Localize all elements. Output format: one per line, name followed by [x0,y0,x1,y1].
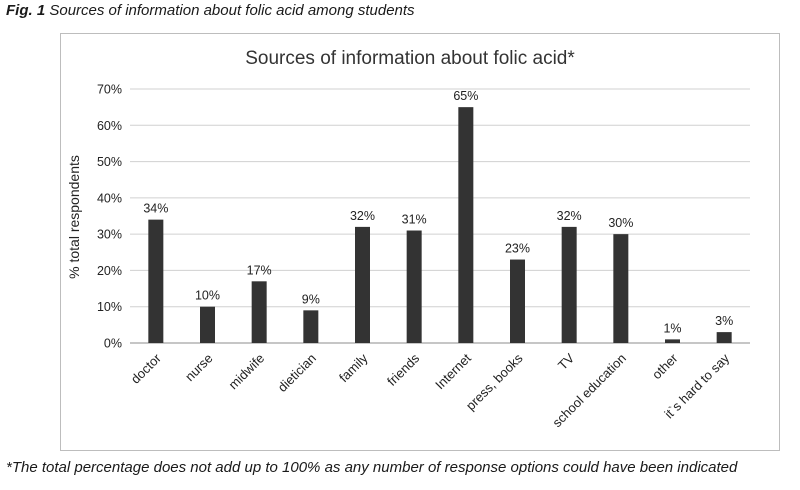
x-tick-label: midwife [226,351,268,393]
bar [510,259,525,343]
bar [251,281,267,343]
x-tick-label: dietician [275,351,319,395]
data-label: 10% [195,289,220,303]
figure-caption-text: Sources of information about folic acid … [49,2,415,19]
data-label: 1% [663,321,681,335]
bar [148,219,164,343]
data-label: 65% [453,89,478,103]
bar [355,226,370,343]
x-tick-label: friends [384,350,423,389]
x-tick-label: other [649,350,681,382]
chart-title: Sources of information about folic acid* [245,48,575,69]
gridlines [130,88,750,344]
bar [665,339,680,343]
bar [716,332,732,343]
y-tick-label: 20% [97,264,122,278]
y-tick-label: 30% [97,228,122,242]
bar [406,230,422,343]
x-tick-label: Internet [432,350,474,392]
bar [561,226,577,343]
figure-caption: Fig. 1 Sources of information about foli… [6,2,415,19]
x-axis-ticks: doctor nurse midwife dietician family friends… [128,350,733,430]
x-tick-label: TV [555,350,578,373]
x-tick-label: nurse [182,351,216,385]
figure-number: Fig. 1 [6,2,46,19]
data-label: 9% [302,292,320,306]
data-label: 32% [557,209,582,223]
data-labels: 34% 10% 17% 9% 32% 31% 65% 23% 32% 30% 1% 3% [143,89,733,335]
y-axis-label: % total respondents [66,155,82,279]
y-axis-ticks: 0% 10% 20% 30% 40% 50% 60% 70% [97,83,122,351]
x-tick-label: family [336,350,371,385]
bar [200,306,215,343]
bar [458,107,474,344]
y-tick-label: 50% [97,155,122,169]
data-label: 34% [143,202,168,216]
bar [303,310,319,343]
data-label: 31% [402,213,427,227]
y-tick-label: 10% [97,300,122,314]
data-label: 32% [350,209,375,223]
x-tick-label: doctor [128,350,165,387]
bar-chart: Sources of information about folic acid*… [66,48,750,430]
bars [148,107,732,344]
data-label: 30% [608,216,633,230]
data-label: 3% [715,314,733,328]
data-label: 23% [505,242,530,256]
y-tick-label: 70% [97,83,122,97]
y-tick-label: 0% [104,337,122,351]
footnote: *The total percentage does not add up to… [6,459,738,476]
y-tick-label: 40% [97,191,122,205]
y-tick-label: 60% [97,119,122,133]
data-label: 17% [247,263,272,277]
bar [613,234,629,343]
